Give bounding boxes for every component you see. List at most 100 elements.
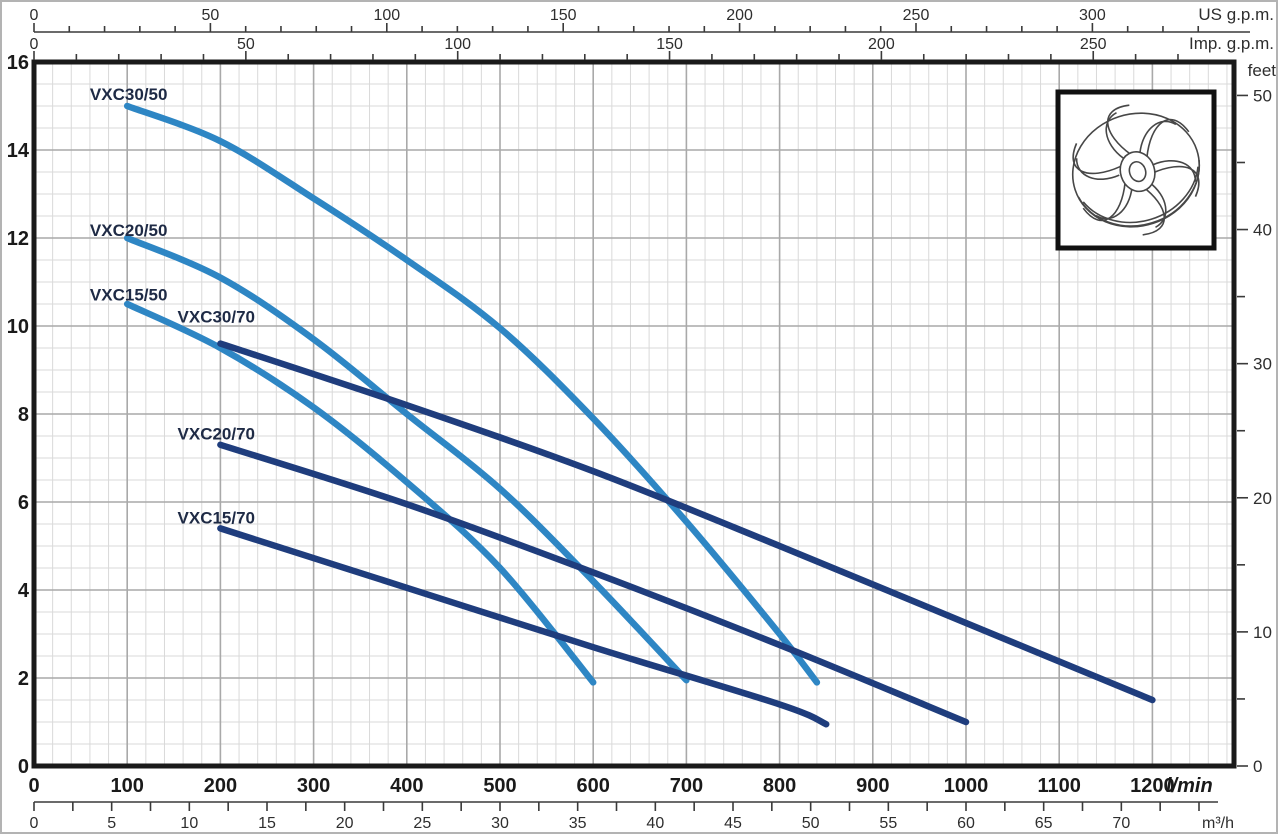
- tick-label-imp: 50: [237, 36, 255, 53]
- tick-label-us: 200: [726, 7, 753, 24]
- tick-label-feet: 20: [1253, 489, 1272, 508]
- tick-label-lmin: 300: [297, 775, 330, 797]
- curve-label-VXC15/50: VXC15/50: [90, 285, 168, 304]
- impeller-blade-edge: [1152, 160, 1197, 182]
- tick-label-m3h: 0: [30, 815, 39, 832]
- tick-label-imp: 0: [30, 36, 39, 53]
- tick-label-m: 10: [7, 316, 29, 338]
- tick-label-us: 100: [373, 7, 400, 24]
- impeller-blade: [1139, 118, 1190, 159]
- tick-label-m3h: 50: [802, 815, 820, 832]
- tick-label-lmin: 700: [670, 775, 703, 797]
- impeller-blade: [1140, 181, 1167, 236]
- tick-label-imp: 200: [868, 36, 895, 53]
- curve-label-VXC15/70: VXC15/70: [178, 509, 256, 528]
- tick-label-m3h: 10: [180, 815, 198, 832]
- impeller-blade-edge: [1105, 111, 1124, 159]
- tick-label-us: 50: [202, 7, 220, 24]
- tick-label-lmin: 900: [856, 775, 889, 797]
- tick-label-m: 8: [18, 404, 29, 426]
- tick-label-m: 16: [7, 52, 29, 74]
- tick-label-m3h: 45: [724, 815, 742, 832]
- tick-label-lmin: 400: [390, 775, 423, 797]
- tick-label-m: 2: [18, 668, 29, 690]
- tick-label-lmin: 500: [483, 775, 516, 797]
- axis-title-us-gpm: US g.p.m.: [1198, 5, 1274, 24]
- tick-label-lmin: 100: [111, 775, 144, 797]
- curve-label-VXC30/50: VXC30/50: [90, 85, 168, 104]
- grid: [34, 62, 1234, 766]
- tick-label-lmin: 200: [204, 775, 237, 797]
- tick-label-feet: 0: [1253, 757, 1262, 776]
- curve-label-VXC30/70: VXC30/70: [178, 307, 256, 326]
- impeller-blade: [1151, 160, 1200, 197]
- axis-imp-gpm: 0 50 100 150 200 250 Imp. g.p.m.: [30, 34, 1274, 60]
- tick-label-imp: 150: [656, 36, 683, 53]
- tick-label-m3h: 70: [1112, 815, 1130, 832]
- curve-label-VXC20/70: VXC20/70: [178, 425, 256, 444]
- tick-label-lmin: 600: [577, 775, 610, 797]
- impeller-illustration: [1071, 104, 1201, 236]
- axis-title-m3h: m³/h: [1202, 815, 1234, 832]
- impeller-blade: [1072, 143, 1121, 180]
- curve-VXC30/50: [123, 102, 821, 686]
- axis-title-lmin: l/min: [1166, 775, 1213, 797]
- curves: [123, 102, 1156, 728]
- curve-VXC20/50: [123, 234, 690, 684]
- impeller-blade-edge: [1095, 186, 1133, 220]
- tick-label-us: 250: [903, 7, 930, 24]
- curve-VXC20/70: [217, 441, 970, 726]
- tick-label-m3h: 20: [336, 815, 354, 832]
- impeller-blade: [1082, 181, 1133, 222]
- tick-label-imp: 100: [444, 36, 471, 53]
- tick-label-us: 150: [550, 7, 577, 24]
- tick-label-m3h: 35: [569, 815, 587, 832]
- tick-label-m3h: 55: [879, 815, 897, 832]
- tick-label-feet: 10: [1253, 623, 1272, 642]
- tick-label-m: 12: [7, 228, 29, 250]
- axis-lmin: 0 100 200 300 400 500 600 700 800 900 1000 1100 1200…: [28, 775, 1212, 797]
- tick-label-m3h: 15: [258, 815, 276, 832]
- tick-label-lmin: 1200: [1130, 775, 1175, 797]
- tick-label-imp: 250: [1080, 36, 1107, 53]
- plot-border: [31, 59, 1237, 769]
- tick-label-us: 300: [1079, 7, 1106, 24]
- tick-label-m: 14: [7, 140, 30, 162]
- tick-label-m3h: 5: [107, 815, 116, 832]
- impeller-blade-edge: [1148, 181, 1167, 229]
- axis-m3h: 0 5 10 15 20 25 30 35 40 45 50 55 60 65 70 m³/h: [30, 801, 1234, 832]
- tick-label-m3h: 30: [491, 815, 509, 832]
- impeller-blade-edge: [1139, 120, 1177, 154]
- impeller-hub-bore: [1128, 160, 1147, 183]
- impeller-blade: [1105, 104, 1132, 159]
- tick-label-lmin: 800: [763, 775, 796, 797]
- curve-VXC15/70: [217, 525, 830, 728]
- tick-label-m3h: 65: [1035, 815, 1053, 832]
- axis-title-imp-gpm: Imp. g.p.m.: [1189, 34, 1274, 53]
- tick-label-lmin: 1000: [944, 775, 989, 797]
- axis-feet: 0 10 20 30 40 50 feet: [1237, 61, 1276, 776]
- tick-label-us: 0: [30, 7, 39, 24]
- impeller-rim-thickness: [1077, 159, 1201, 227]
- impeller-inset: [1055, 89, 1217, 251]
- axis-head-m: 0 2 4 6 8 10 12 14 16: [7, 52, 30, 778]
- tick-label-feet: 40: [1253, 221, 1272, 240]
- curve-VXC30/70: [217, 340, 1156, 704]
- tick-label-m3h: 60: [957, 815, 975, 832]
- tick-label-feet: 50: [1253, 86, 1272, 105]
- tick-label-m: 4: [18, 580, 30, 602]
- tick-label-feet: 30: [1253, 355, 1272, 374]
- tick-label-m: 6: [18, 492, 29, 514]
- axis-title-feet: feet: [1248, 61, 1277, 80]
- tick-label-m3h: 25: [413, 815, 431, 832]
- tick-label-lmin: 0: [28, 775, 39, 797]
- impeller-rim-thickness: [1082, 166, 1199, 224]
- axis-us-gpm: 0 50 100 150 200 250 300 US g.p.m.: [30, 5, 1274, 33]
- impeller-blade-edge: [1075, 158, 1120, 180]
- curve-label-VXC20/50: VXC20/50: [90, 221, 168, 240]
- tick-label-m: 0: [18, 756, 29, 778]
- tick-label-m3h: 40: [646, 815, 664, 832]
- curve-VXC15/50: [123, 300, 597, 686]
